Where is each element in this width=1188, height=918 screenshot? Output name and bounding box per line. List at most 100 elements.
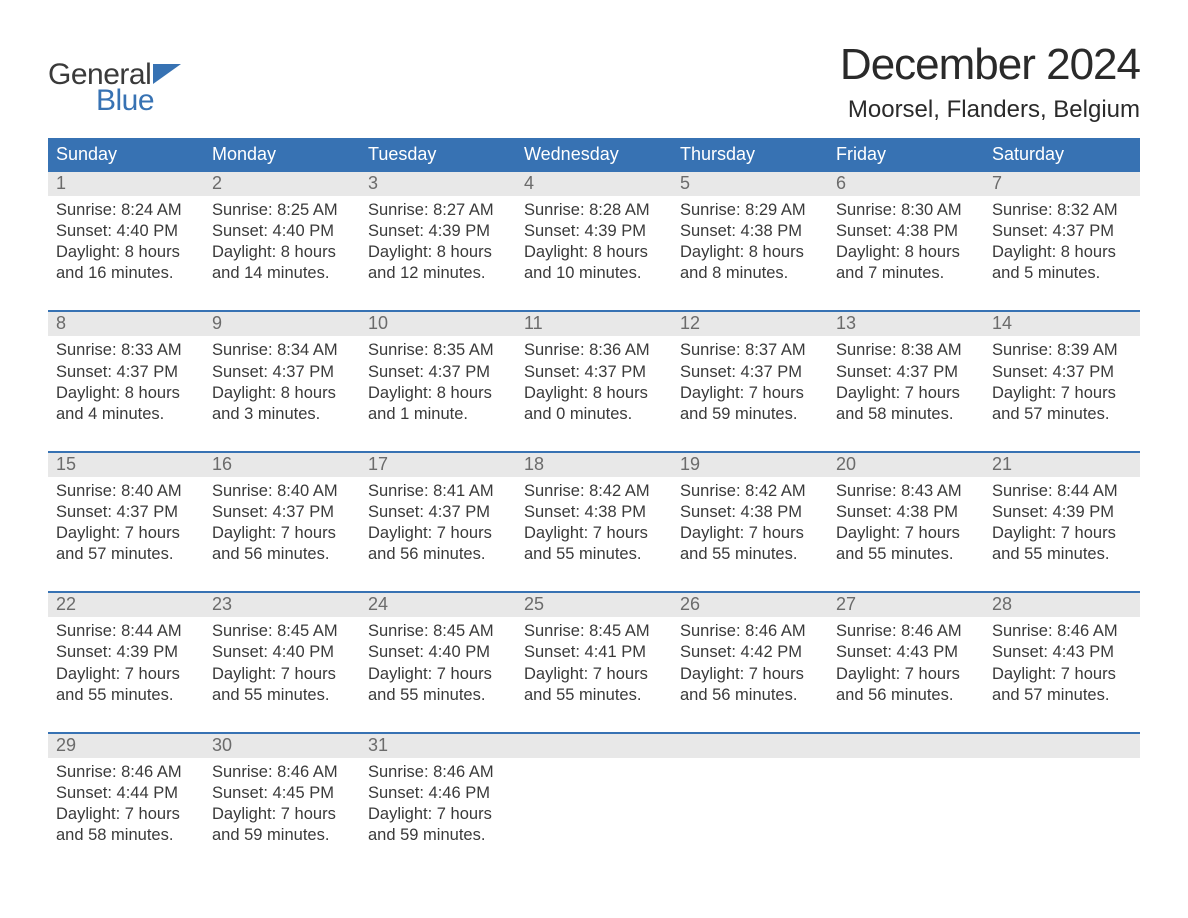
day-body-row: Sunrise: 8:44 AMSunset: 4:39 PMDaylight:… <box>48 617 1140 711</box>
day-sunset: Sunset: 4:37 PM <box>56 362 196 383</box>
day-sunrise: Sunrise: 8:46 AM <box>368 762 508 783</box>
day-d1: Daylight: 7 hours <box>524 523 664 544</box>
day-cell: Sunrise: 8:30 AMSunset: 4:38 PMDaylight:… <box>828 196 984 290</box>
day-sunrise: Sunrise: 8:42 AM <box>524 481 664 502</box>
day-cell: Sunrise: 8:44 AMSunset: 4:39 PMDaylight:… <box>984 477 1140 571</box>
day-sunrise: Sunrise: 8:25 AM <box>212 200 352 221</box>
day-sunrise: Sunrise: 8:41 AM <box>368 481 508 502</box>
day-sunrise: Sunrise: 8:45 AM <box>212 621 352 642</box>
day-sunset: Sunset: 4:45 PM <box>212 783 352 804</box>
day-number: 5 <box>672 172 828 196</box>
day-cell <box>672 758 828 852</box>
day-cell: Sunrise: 8:45 AMSunset: 4:41 PMDaylight:… <box>516 617 672 711</box>
day-d2: and 16 minutes. <box>56 263 196 284</box>
day-number: 30 <box>204 734 360 758</box>
day-d2: and 56 minutes. <box>212 544 352 565</box>
day-d2: and 0 minutes. <box>524 404 664 425</box>
day-sunset: Sunset: 4:37 PM <box>212 362 352 383</box>
day-sunrise: Sunrise: 8:38 AM <box>836 340 976 361</box>
day-sunset: Sunset: 4:46 PM <box>368 783 508 804</box>
day-sunrise: Sunrise: 8:40 AM <box>56 481 196 502</box>
day-sunset: Sunset: 4:42 PM <box>680 642 820 663</box>
day-d2: and 55 minutes. <box>992 544 1132 565</box>
day-d1: Daylight: 8 hours <box>368 242 508 263</box>
day-sunset: Sunset: 4:43 PM <box>992 642 1132 663</box>
day-d1: Daylight: 7 hours <box>836 383 976 404</box>
day-d2: and 56 minutes. <box>836 685 976 706</box>
day-d2: and 59 minutes. <box>212 825 352 846</box>
day-sunrise: Sunrise: 8:30 AM <box>836 200 976 221</box>
day-d1: Daylight: 7 hours <box>212 804 352 825</box>
calendar-week: 891011121314Sunrise: 8:33 AMSunset: 4:37… <box>48 310 1140 430</box>
weekday-header: Tuesday <box>360 138 516 172</box>
day-sunrise: Sunrise: 8:46 AM <box>680 621 820 642</box>
calendar-week: 293031Sunrise: 8:46 AMSunset: 4:44 PMDay… <box>48 732 1140 852</box>
day-d1: Daylight: 8 hours <box>56 242 196 263</box>
day-d2: and 8 minutes. <box>680 263 820 284</box>
day-number: 22 <box>48 593 204 617</box>
day-number: 31 <box>360 734 516 758</box>
day-sunset: Sunset: 4:38 PM <box>836 221 976 242</box>
day-sunrise: Sunrise: 8:43 AM <box>836 481 976 502</box>
day-sunset: Sunset: 4:40 PM <box>56 221 196 242</box>
logo: General Blue <box>48 58 181 118</box>
day-sunrise: Sunrise: 8:45 AM <box>524 621 664 642</box>
day-d2: and 1 minute. <box>368 404 508 425</box>
day-sunrise: Sunrise: 8:46 AM <box>992 621 1132 642</box>
day-d1: Daylight: 8 hours <box>524 242 664 263</box>
day-d1: Daylight: 7 hours <box>680 664 820 685</box>
day-d1: Daylight: 7 hours <box>212 523 352 544</box>
title-block: December 2024 Moorsel, Flanders, Belgium <box>840 40 1140 124</box>
day-cell: Sunrise: 8:29 AMSunset: 4:38 PMDaylight:… <box>672 196 828 290</box>
day-sunrise: Sunrise: 8:29 AM <box>680 200 820 221</box>
day-sunset: Sunset: 4:38 PM <box>680 502 820 523</box>
day-d2: and 55 minutes. <box>524 685 664 706</box>
day-sunset: Sunset: 4:39 PM <box>524 221 664 242</box>
day-number: 26 <box>672 593 828 617</box>
day-d2: and 56 minutes. <box>680 685 820 706</box>
day-d2: and 14 minutes. <box>212 263 352 284</box>
day-d1: Daylight: 7 hours <box>680 383 820 404</box>
day-cell: Sunrise: 8:45 AMSunset: 4:40 PMDaylight:… <box>360 617 516 711</box>
day-number: 17 <box>360 453 516 477</box>
day-number: 16 <box>204 453 360 477</box>
day-number: 7 <box>984 172 1140 196</box>
day-d1: Daylight: 7 hours <box>56 523 196 544</box>
day-number: 29 <box>48 734 204 758</box>
day-d2: and 59 minutes. <box>680 404 820 425</box>
day-number: 2 <box>204 172 360 196</box>
daynum-row: 293031 <box>48 734 1140 758</box>
day-cell: Sunrise: 8:40 AMSunset: 4:37 PMDaylight:… <box>204 477 360 571</box>
day-d2: and 55 minutes. <box>680 544 820 565</box>
day-number: 19 <box>672 453 828 477</box>
day-sunrise: Sunrise: 8:39 AM <box>992 340 1132 361</box>
day-sunset: Sunset: 4:40 PM <box>212 642 352 663</box>
day-number: 12 <box>672 312 828 336</box>
day-body-row: Sunrise: 8:40 AMSunset: 4:37 PMDaylight:… <box>48 477 1140 571</box>
day-number: 27 <box>828 593 984 617</box>
day-d1: Daylight: 7 hours <box>992 383 1132 404</box>
day-sunrise: Sunrise: 8:46 AM <box>212 762 352 783</box>
day-sunset: Sunset: 4:43 PM <box>836 642 976 663</box>
day-d1: Daylight: 8 hours <box>680 242 820 263</box>
day-body-row: Sunrise: 8:24 AMSunset: 4:40 PMDaylight:… <box>48 196 1140 290</box>
daynum-row: 15161718192021 <box>48 453 1140 477</box>
day-number: 3 <box>360 172 516 196</box>
day-number: 11 <box>516 312 672 336</box>
day-cell: Sunrise: 8:34 AMSunset: 4:37 PMDaylight:… <box>204 336 360 430</box>
day-d1: Daylight: 8 hours <box>992 242 1132 263</box>
day-cell: Sunrise: 8:46 AMSunset: 4:43 PMDaylight:… <box>828 617 984 711</box>
day-d2: and 55 minutes. <box>836 544 976 565</box>
day-sunrise: Sunrise: 8:34 AM <box>212 340 352 361</box>
day-d1: Daylight: 7 hours <box>836 523 976 544</box>
day-number: 18 <box>516 453 672 477</box>
day-cell <box>984 758 1140 852</box>
day-number: 15 <box>48 453 204 477</box>
day-d1: Daylight: 7 hours <box>212 664 352 685</box>
day-cell: Sunrise: 8:46 AMSunset: 4:42 PMDaylight:… <box>672 617 828 711</box>
day-d2: and 3 minutes. <box>212 404 352 425</box>
day-sunrise: Sunrise: 8:32 AM <box>992 200 1132 221</box>
day-sunset: Sunset: 4:40 PM <box>212 221 352 242</box>
day-sunrise: Sunrise: 8:28 AM <box>524 200 664 221</box>
day-sunrise: Sunrise: 8:42 AM <box>680 481 820 502</box>
